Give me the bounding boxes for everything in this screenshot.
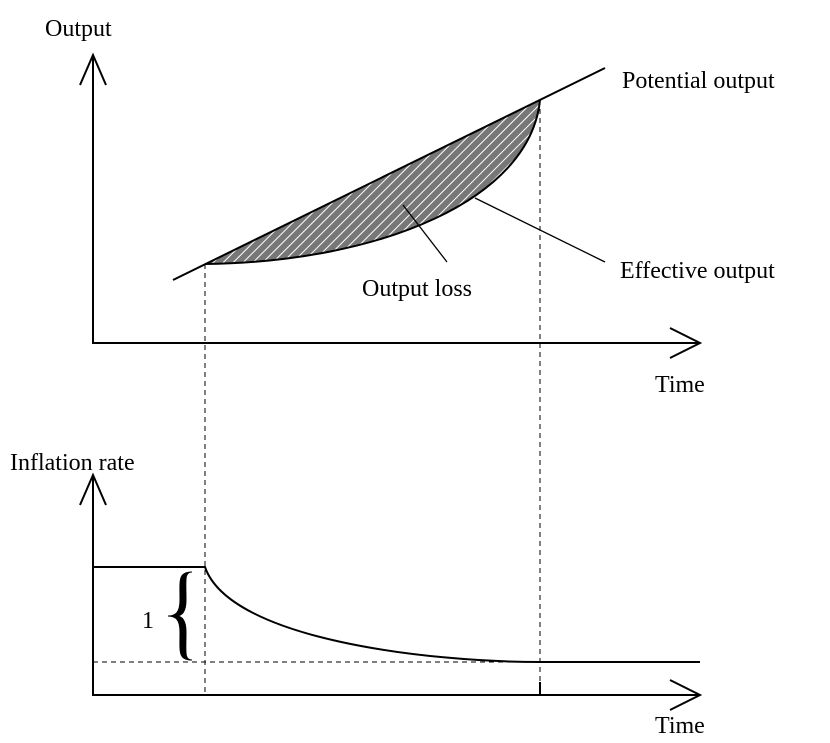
top-panel: Output Time Potential output Effective o… [45, 16, 775, 398]
axes [79, 52, 703, 359]
potential-label: Potential output [622, 68, 775, 94]
effective-output-curve [204, 99, 541, 265]
inflation-curve [93, 566, 700, 663]
bottom-panel: 1 Inflation rate Time [10, 450, 705, 739]
effective-label: Effective output [620, 258, 775, 284]
loss-label: Output loss [362, 276, 472, 302]
potential-output-line [172, 67, 606, 281]
x-axis-label: Time [655, 372, 705, 398]
y-axis-label: Inflation rate [10, 450, 135, 476]
axes [79, 472, 703, 711]
brace [167, 571, 193, 661]
y-axis-label: Output [45, 16, 112, 42]
brace-label: 1 [142, 608, 154, 634]
x-axis-label: Time [655, 713, 705, 739]
leader-line [402, 204, 448, 263]
